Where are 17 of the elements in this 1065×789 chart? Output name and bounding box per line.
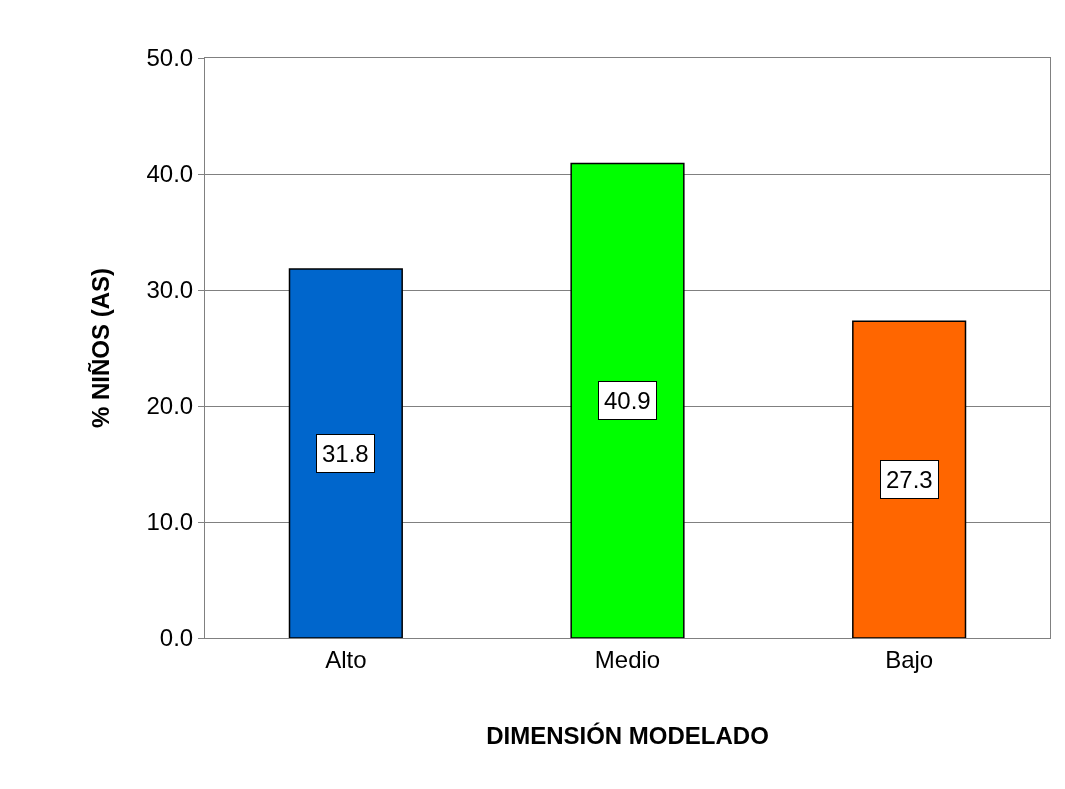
y-tick-label: 50.0	[146, 44, 194, 72]
bar	[852, 320, 967, 638]
y-axis-title: % NIÑOS (AS)	[86, 267, 114, 429]
data-label: 31.8	[322, 440, 369, 467]
x-axis-title: DIMENSIÓN MODELADO	[486, 722, 769, 750]
y-tick-label: 10.0	[146, 508, 194, 536]
x-tick-label: Alto	[325, 645, 367, 673]
y-tick-label: 0.0	[159, 624, 194, 652]
y-tick-label: 40.0	[146, 160, 194, 188]
y-tick-label: 20.0	[146, 392, 194, 420]
bar	[288, 268, 403, 638]
y-tick-label: 30.0	[146, 276, 194, 304]
data-label: 27.3	[886, 466, 933, 493]
bar	[570, 162, 685, 638]
x-tick-label: Medio	[594, 645, 661, 673]
data-label: 40.9	[604, 387, 651, 414]
x-tick-label: Bajo	[885, 645, 934, 673]
